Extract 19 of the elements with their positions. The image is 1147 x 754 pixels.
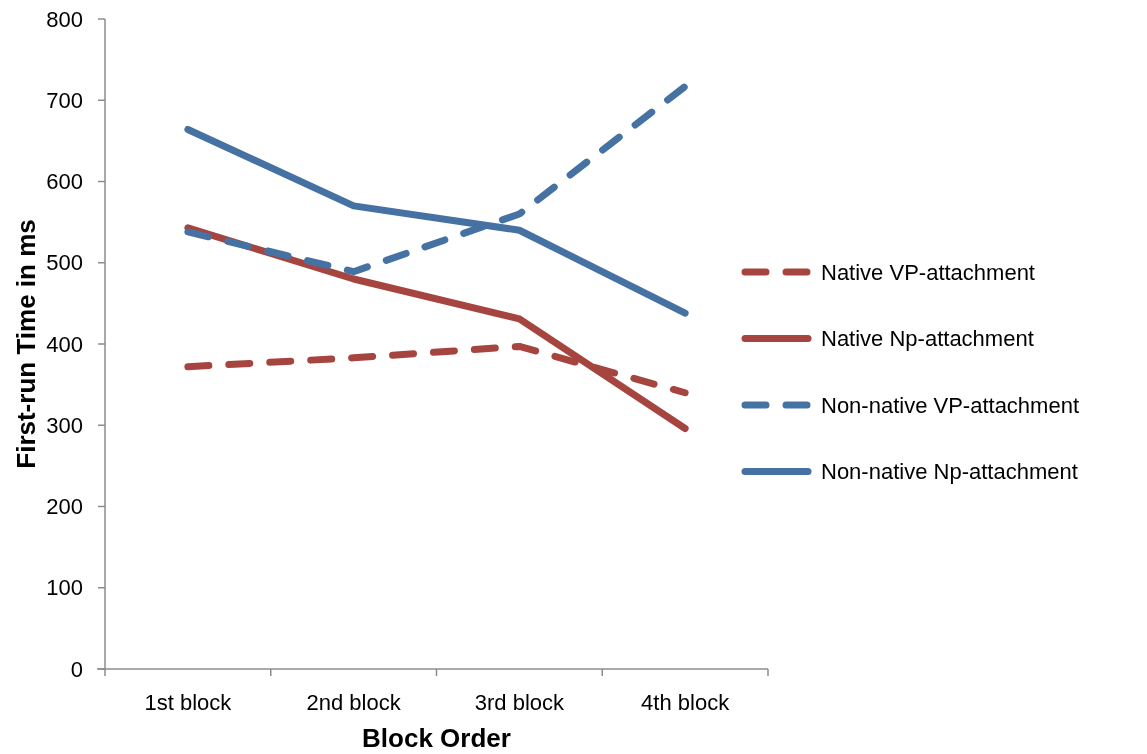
legend-label: Non-native Np-attachment xyxy=(821,459,1078,485)
y-tick-label: 800 xyxy=(46,6,83,32)
x-tick-label: 3rd block xyxy=(474,690,565,715)
y-tick-label: 600 xyxy=(46,169,83,195)
y-tick-label: 500 xyxy=(46,250,83,276)
y-tick-label: 100 xyxy=(46,575,83,601)
x-tick-label: 4th block xyxy=(641,690,731,715)
y-axis-title: First-run Time in ms xyxy=(11,219,41,469)
legend-label: Native VP-attachment xyxy=(821,259,1035,285)
legend-label: Native Np-attachment xyxy=(821,326,1034,352)
y-tick-label: 400 xyxy=(46,331,83,357)
x-axis-title: Block Order xyxy=(362,723,511,753)
y-tick-label: 200 xyxy=(46,494,83,520)
legend-label: Non-native VP-attachment xyxy=(821,392,1080,418)
y-tick-label: 0 xyxy=(70,656,83,682)
y-tick-label: 700 xyxy=(46,87,83,113)
x-tick-label: 2nd block xyxy=(306,690,402,715)
x-tick-label: 1st block xyxy=(144,690,233,715)
y-tick-label: 300 xyxy=(46,412,83,438)
